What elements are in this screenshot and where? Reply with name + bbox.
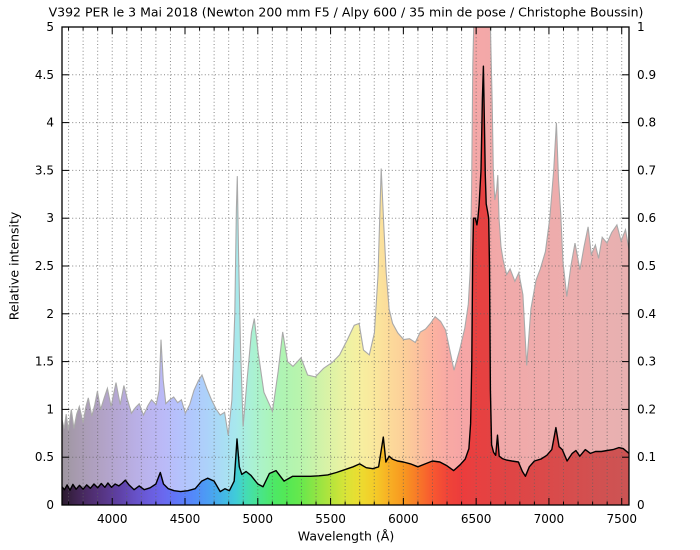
x-tick-label: 4000: [97, 512, 128, 526]
x-axis-label: Wavelength (Å): [297, 528, 395, 544]
y-right-tick-label: 0.4: [637, 307, 656, 321]
y-left-tick-label: 0: [46, 498, 54, 512]
colored-spectrum-outline: [61, 26, 630, 436]
y-right-tick-label: 0: [637, 498, 645, 512]
y-right-tick-label: 0.7: [637, 163, 656, 177]
y-right-tick-label: 0.6: [637, 211, 656, 225]
y-left-tick-label: 3: [46, 211, 54, 225]
y-left-tick-label: 4: [46, 116, 54, 130]
y-left-tick-label: 1.5: [35, 355, 54, 369]
tick-labels: 4000 4500 5000 5500 6000 6500 7000 750000.511.5…: [35, 20, 656, 526]
y-left-tick-label: 2.5: [35, 259, 54, 273]
y-right-tick-label: 0.2: [637, 402, 656, 416]
y-right-tick-label: 0.3: [637, 355, 656, 369]
x-tick-label: 7000: [534, 512, 565, 526]
black-spectrum-line: [61, 65, 630, 493]
y-right-tick-label: 0.5: [637, 259, 656, 273]
x-tick-label: 6500: [461, 512, 492, 526]
grid: [62, 27, 629, 505]
y-axis-label-left: Relative intensity: [6, 211, 22, 321]
x-tick-label: 4500: [170, 512, 201, 526]
y-left-tick-label: 2: [46, 307, 54, 321]
black-curve-underfill: [62, 66, 629, 505]
x-tick-label: 6000: [388, 512, 419, 526]
x-tick-label: 5000: [243, 512, 274, 526]
y-left-tick-label: 5: [46, 20, 54, 34]
y-left-tick-label: 4.5: [35, 68, 54, 82]
x-tick-label: 5500: [315, 512, 346, 526]
y-right-tick-label: 0.1: [637, 450, 656, 464]
y-right-tick-label: 0.8: [637, 116, 656, 130]
y-left-tick-label: 0.5: [35, 450, 54, 464]
y-left-tick-label: 3.5: [35, 163, 54, 177]
y-left-tick-label: 1: [46, 402, 54, 416]
y-right-tick-label: 0.9: [637, 68, 656, 82]
axis-ticks: [62, 27, 629, 505]
chart-title: V392 PER le 3 Mai 2018 (Newton 200 mm F5…: [48, 4, 644, 20]
y-right-tick-label: 1: [637, 20, 645, 34]
x-tick-label: 7500: [606, 512, 637, 526]
